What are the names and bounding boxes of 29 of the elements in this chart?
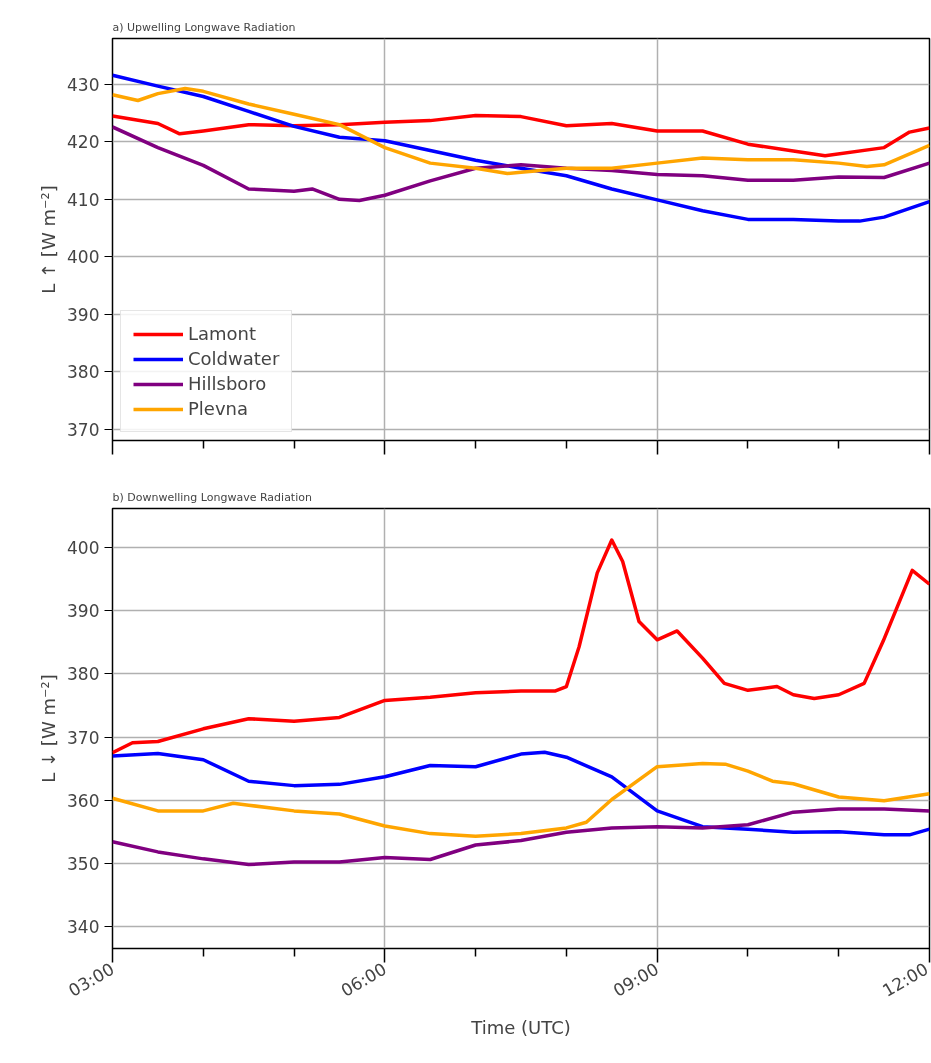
legend-label: Lamont (188, 323, 257, 344)
y-tick-label: 420 (67, 132, 100, 153)
y-tick-label: 340 (67, 916, 100, 937)
line-series (112, 73, 930, 223)
y-tick-label: 400 (67, 247, 100, 268)
line-series (112, 538, 930, 755)
y-tick-label: 390 (67, 304, 100, 325)
y-tick-label: 370 (67, 419, 100, 440)
y-tick-label: 360 (67, 790, 100, 811)
legend-label: Hillsboro (188, 373, 267, 394)
chart-title: b) Downwelling Longwave Radiation (112, 490, 312, 504)
y-tick-label: 430 (67, 74, 100, 95)
y-tick-label: 400 (67, 538, 100, 559)
y-axis-title: L ↓ [W m⁻²] (38, 674, 60, 783)
y-tick-label: 350 (67, 853, 100, 874)
line-series (112, 125, 930, 203)
y-axis-title: L ↑ [W m⁻²] (38, 185, 60, 294)
chart-title: a) Upwelling Longwave Radiation (112, 20, 296, 34)
line-series (112, 86, 930, 176)
legend-label: Plevna (188, 398, 249, 419)
y-tick-label: 410 (67, 189, 100, 210)
legend-label: Coldwater (188, 348, 280, 369)
y-tick-label: 380 (67, 362, 100, 383)
y-tick-label: 370 (67, 727, 100, 748)
x-axis-title: Time (UTC) (470, 1017, 571, 1039)
line-series (112, 113, 930, 158)
line-series (112, 807, 930, 867)
y-tick-label: 390 (67, 601, 100, 622)
y-tick-label: 380 (67, 664, 100, 685)
